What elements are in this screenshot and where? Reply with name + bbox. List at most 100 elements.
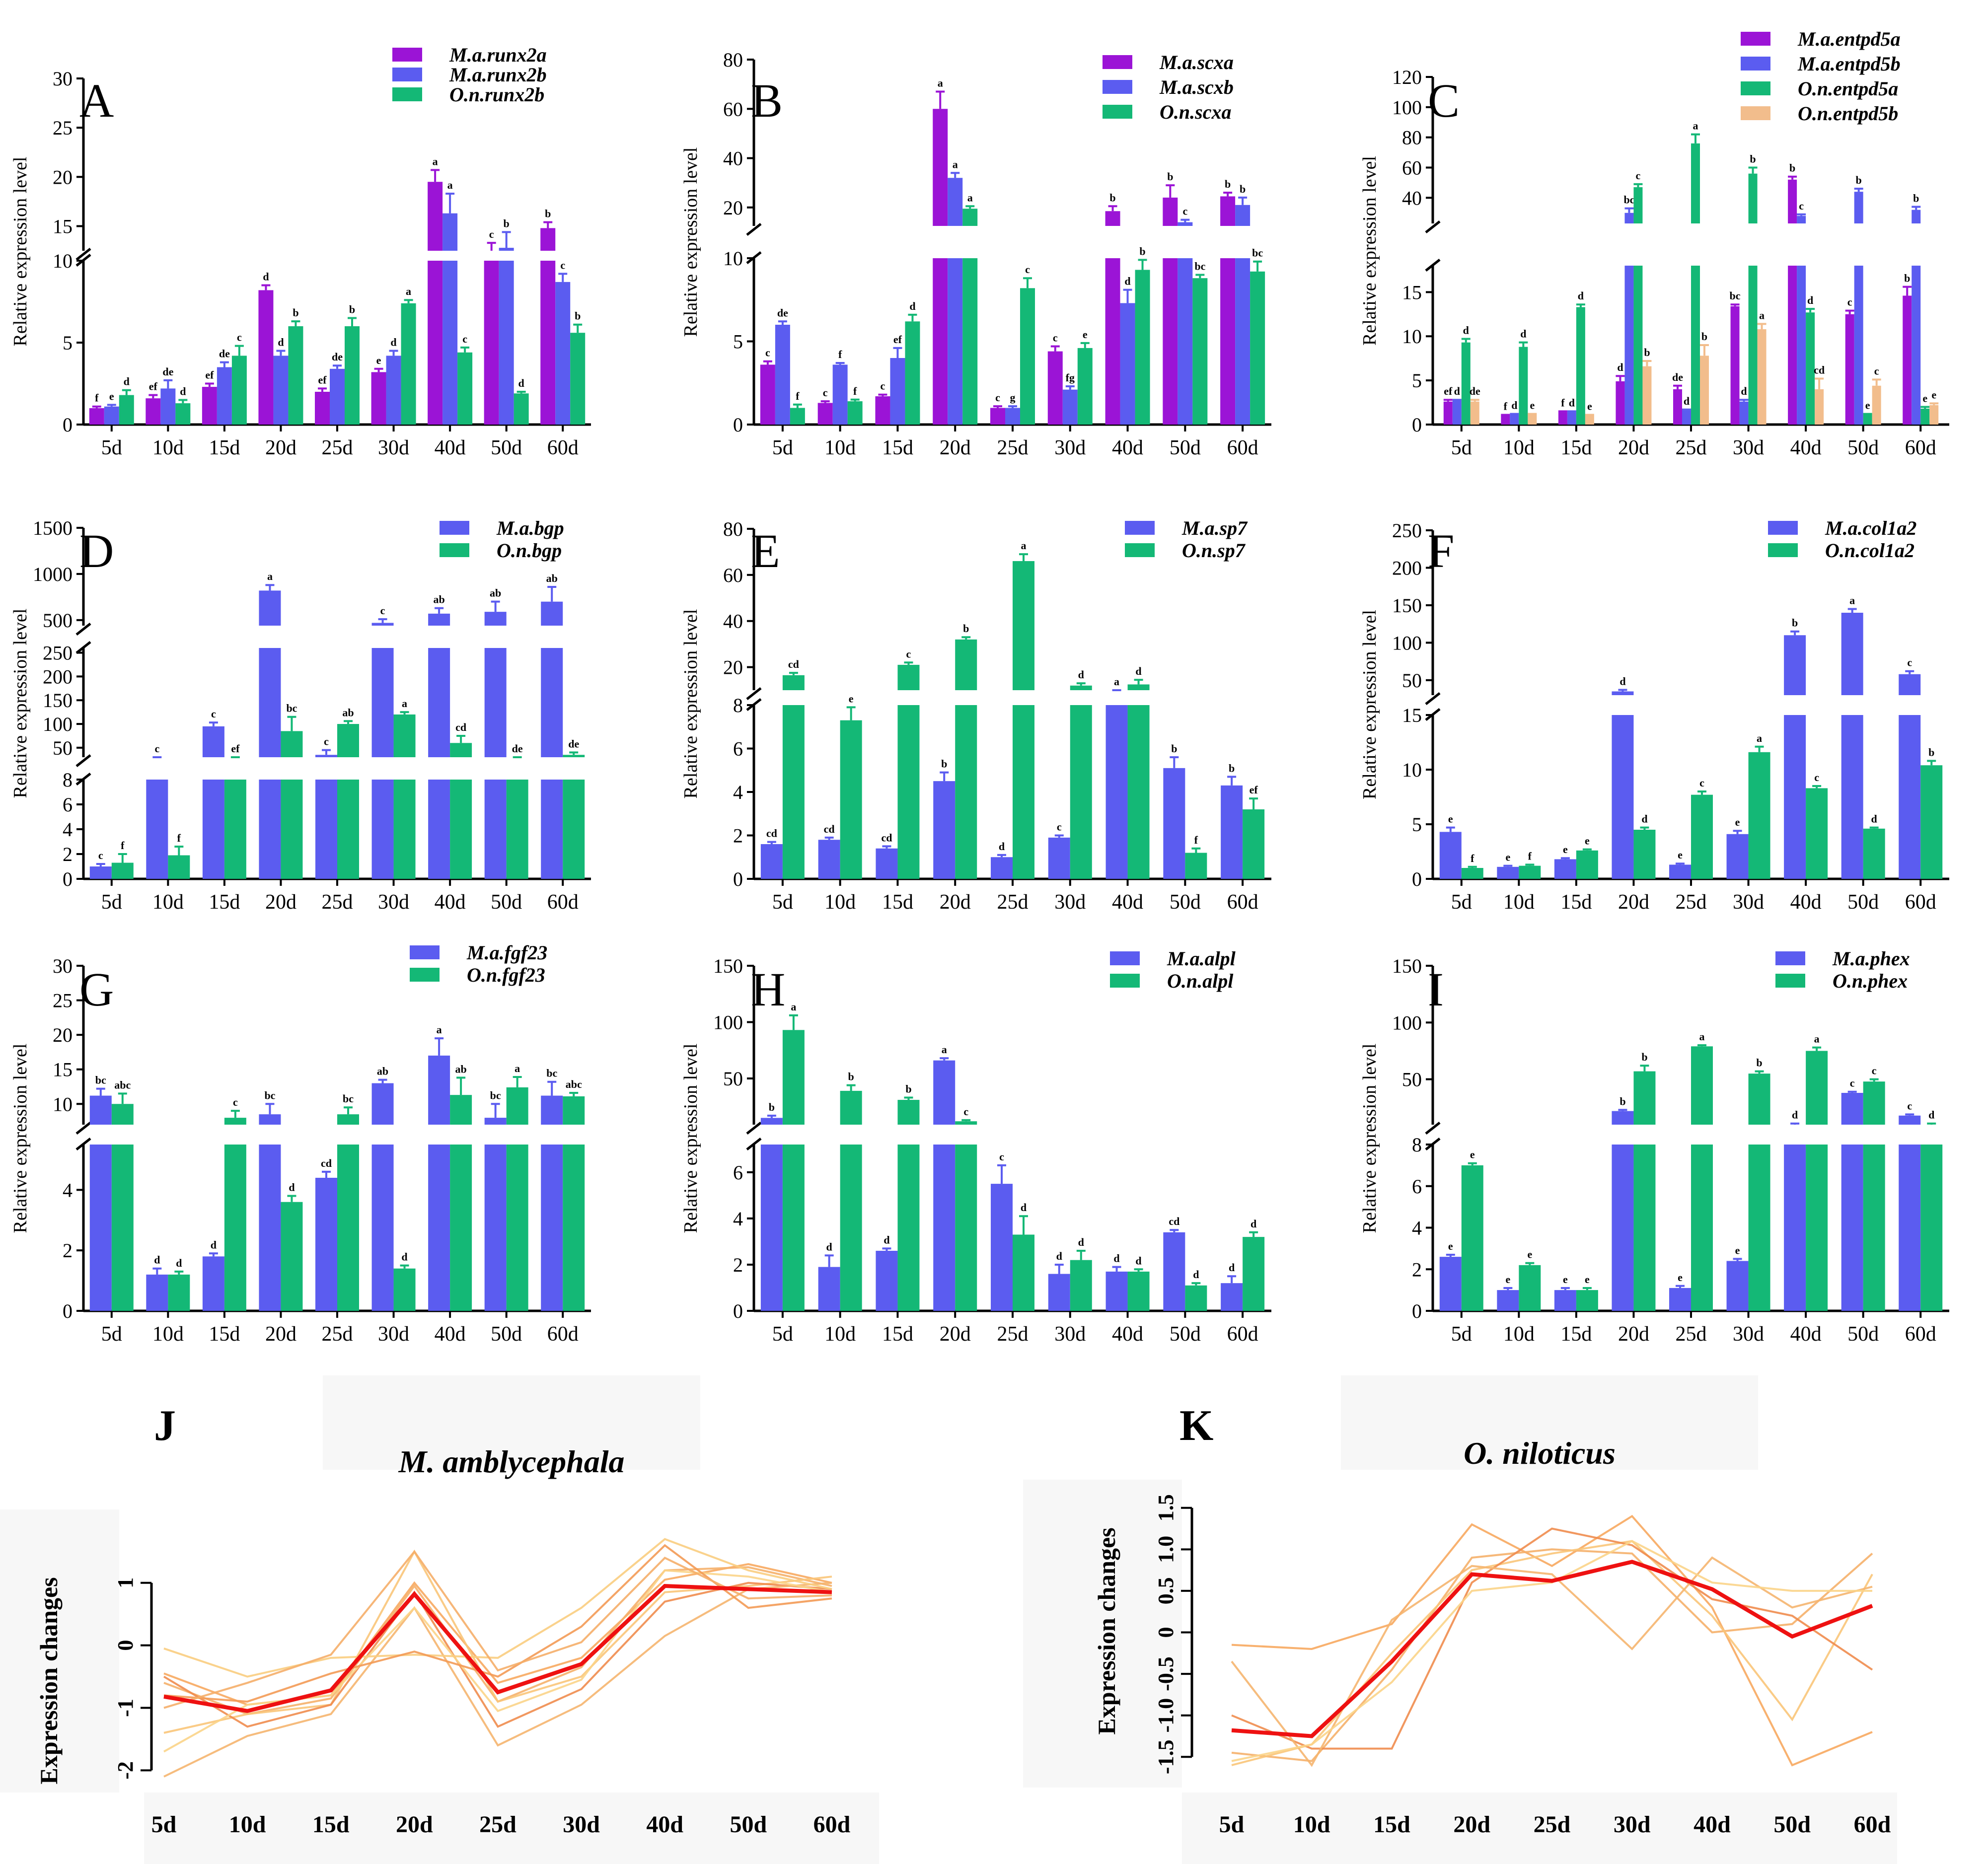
- bar-M.a.bgp-25d: [315, 755, 337, 757]
- bar-O.n.phex-40d: [1806, 1145, 1828, 1311]
- x-tick-label: 60d: [547, 1323, 579, 1346]
- legend-label: M.a.alpl: [1167, 947, 1236, 970]
- legend-swatch: [1741, 57, 1770, 71]
- y-tick-label: -1.0: [1154, 1698, 1178, 1733]
- y-tick-label: 1000: [33, 563, 73, 585]
- significance-letter: ef: [205, 369, 214, 381]
- bar-M.a.col1a2-40d: [1784, 715, 1806, 879]
- y-tick-label: 250: [43, 642, 73, 664]
- y-tick-label: 2: [733, 825, 743, 847]
- legend-swatch: [1110, 951, 1140, 965]
- significance-letter: d: [826, 1240, 832, 1253]
- x-tick-label: 50d: [1773, 1811, 1811, 1838]
- bar-M.a.entpd5b-15d: [1567, 412, 1576, 425]
- x-tick-label: 40d: [1790, 436, 1822, 459]
- bar-M.a.fgf23-10d: [146, 1274, 168, 1311]
- axis-break-mark: [75, 248, 91, 261]
- y-tick-label: 150: [1392, 594, 1422, 617]
- bar-O.n.runx2b-50d: [514, 393, 529, 425]
- significance-letter: d: [124, 375, 130, 388]
- bar-M.a.entpd5a-5d: [1443, 401, 1453, 425]
- bar-O.n.sp7-20d: [955, 705, 977, 879]
- significance-letter: d: [1520, 328, 1526, 340]
- significance-letter: d: [1578, 289, 1584, 302]
- x-tick-label: 25d: [1676, 891, 1707, 914]
- axis-break-mark: [75, 254, 91, 267]
- significance-letter: a: [1759, 309, 1765, 321]
- x-tick-label: 20d: [940, 436, 971, 459]
- y-tick-label: 4: [63, 818, 73, 841]
- y-tick-label: 0: [1412, 1300, 1422, 1322]
- significance-letter: a: [515, 1062, 520, 1075]
- bar-O.n.entpd5b-10d: [1528, 415, 1537, 425]
- significance-letter: b: [905, 1083, 911, 1095]
- significance-letter: c: [233, 1096, 238, 1108]
- x-tick-label: 15d: [882, 1323, 913, 1346]
- y-tick-label: 100: [43, 713, 73, 735]
- legend-swatch: [1103, 55, 1132, 69]
- bar-M.a.runx2a-50d: [484, 261, 499, 425]
- y-axis-label: Relative expression level: [1359, 1044, 1380, 1233]
- panel-k-ylabel-bg: [1023, 1480, 1182, 1788]
- significance-letter: c: [1850, 1077, 1855, 1089]
- bar-O.n.runx2b-5d: [119, 395, 134, 425]
- y-tick-label: 0: [1412, 414, 1422, 436]
- bar-M.a.bgp-50d: [484, 612, 507, 626]
- x-tick-label: 15d: [209, 436, 240, 459]
- significance-letter: b: [963, 622, 969, 635]
- significance-letter: c: [881, 380, 885, 392]
- bar-O.n.runx2b-60d: [570, 333, 586, 425]
- significance-letter: c: [906, 647, 911, 660]
- significance-letter: d: [390, 336, 396, 349]
- x-tick-label: 15d: [882, 436, 913, 459]
- axis-break-mark: [1425, 220, 1441, 233]
- bar-O.n.scxa-40d: [1135, 270, 1150, 425]
- bar-M.a.fgf23-30d: [371, 1145, 394, 1311]
- axis-break-mark: [75, 1122, 91, 1135]
- significance-letter: de: [512, 742, 523, 755]
- y-tick-label: 40: [1402, 187, 1422, 209]
- bar-M.a.entpd5b-20d: [1624, 266, 1634, 425]
- x-tick-label: 5d: [151, 1811, 177, 1838]
- bar-M.a.scxb-50d: [1178, 222, 1193, 226]
- bar-O.n.sp7-25d: [1013, 561, 1034, 690]
- significance-letter: b: [1701, 330, 1707, 343]
- legend-swatch: [1103, 105, 1132, 119]
- bar-M.a.sp7-10d: [818, 840, 840, 879]
- significance-letter: d: [1193, 1268, 1199, 1281]
- significance-letter: e: [1931, 388, 1936, 401]
- y-tick-label: 150: [713, 955, 743, 977]
- legend-label: O.n.bgp: [497, 539, 562, 562]
- bar-O.n.entpd5a-15d: [1576, 307, 1585, 425]
- bar-M.a.runx2a-5d: [89, 408, 104, 425]
- bar-O.n.fgf23-5d: [111, 1104, 134, 1125]
- y-tick-label: 4: [1412, 1217, 1422, 1239]
- y-tick-label: 1: [113, 1577, 138, 1588]
- legend-swatch: [410, 968, 440, 982]
- bar-M.a.entpd5a-40d: [1788, 266, 1797, 425]
- significance-letter: c: [1182, 205, 1187, 217]
- axis-break-mark: [75, 773, 91, 786]
- y-tick-label: 15: [1402, 704, 1422, 726]
- significance-letter: d: [1135, 1254, 1141, 1267]
- x-tick-label: 5d: [1219, 1811, 1245, 1838]
- significance-letter: e: [1448, 1240, 1453, 1252]
- axis-break-mark: [1425, 1122, 1441, 1135]
- bar-M.a.scxa-15d: [875, 396, 890, 425]
- bar-O.n.sp7-40d: [1127, 705, 1150, 879]
- significance-letter: c: [489, 228, 494, 240]
- x-tick-label: 50d: [1170, 436, 1201, 459]
- bar-O.n.bgp-50d: [506, 780, 528, 879]
- bar-M.a.alpl-60d: [1221, 1283, 1243, 1311]
- significance-letter: f: [1561, 396, 1565, 409]
- y-tick-label: 250: [1392, 519, 1422, 542]
- significance-letter: e: [1083, 328, 1088, 341]
- bar-O.n.phex-40d: [1806, 1051, 1828, 1125]
- significance-letter: d: [1617, 361, 1623, 373]
- bar-M.a.phex-10d: [1497, 1290, 1519, 1311]
- x-tick-label: 20d: [940, 1323, 971, 1346]
- significance-letter: ef: [231, 742, 240, 755]
- significance-letter: c: [1907, 656, 1912, 669]
- bar-M.a.alpl-25d: [991, 1184, 1013, 1311]
